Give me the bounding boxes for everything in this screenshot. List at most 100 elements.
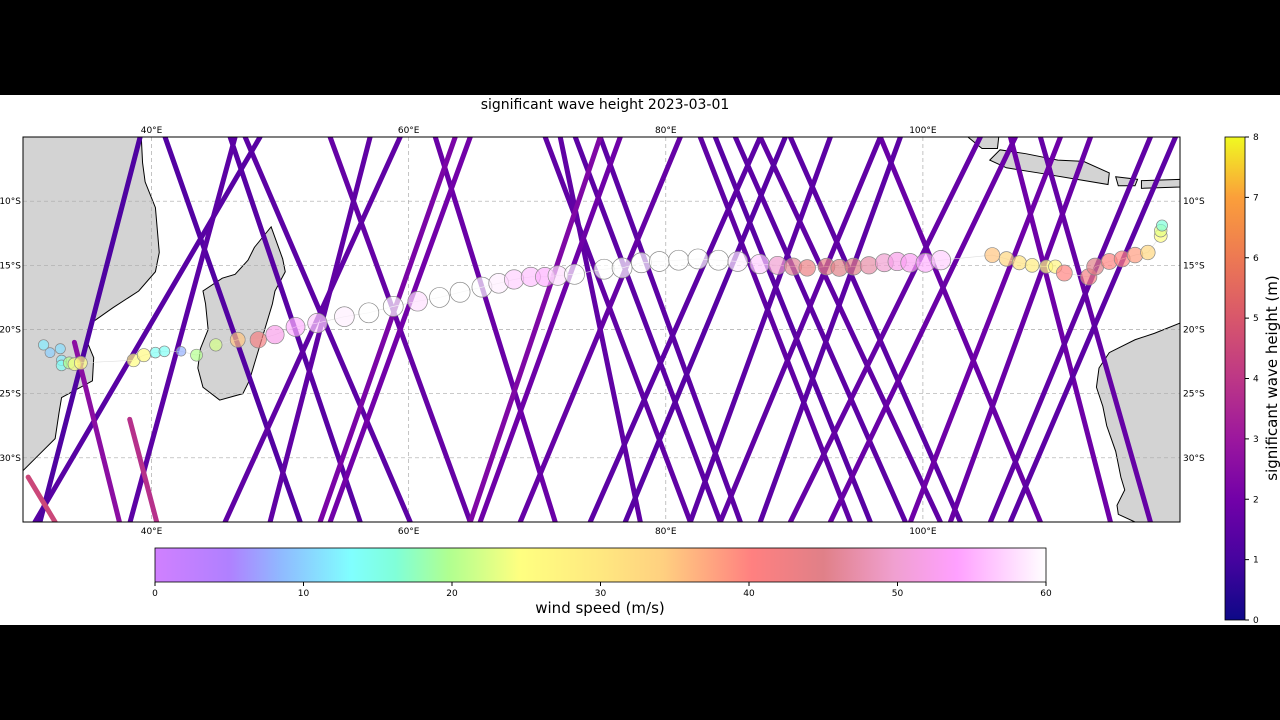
cyclone-point xyxy=(190,348,203,362)
altimeter-track xyxy=(757,137,943,522)
lat-tick-left: 15°S xyxy=(0,261,21,271)
altimeter-track xyxy=(877,137,1043,522)
altimeter-track xyxy=(162,137,303,522)
swh-colorbar-ticks: 0 1 2 3 4 5 6 7 8 xyxy=(1245,133,1259,626)
cyclone-point xyxy=(136,348,151,363)
cyclone-point xyxy=(334,306,355,327)
cyclone-point xyxy=(749,253,770,275)
swh-tick-label: 6 xyxy=(1253,254,1259,264)
swh-tick-label: 7 xyxy=(1253,193,1259,203)
altimeter-track xyxy=(432,137,558,522)
altimeter-track xyxy=(25,474,58,522)
lon-tick-bottom: 60°E xyxy=(398,527,420,537)
cyclone-point xyxy=(285,317,306,337)
map-tick-labels: 40°E 40°E 60°E 60°E 80°E 80°E 100°E 100°E 10°S 10… xyxy=(0,126,1205,537)
lon-tick-top: 80°E xyxy=(655,126,677,136)
swh-tick-label: 1 xyxy=(1253,556,1259,566)
swh-tick-label: 5 xyxy=(1253,314,1259,324)
altimeter-track xyxy=(622,137,788,522)
cyclone-point xyxy=(998,251,1015,267)
wind-tick-label: 0 xyxy=(152,589,158,599)
cyclone-point xyxy=(382,296,404,317)
cyclone-point xyxy=(1024,258,1040,273)
altimeter-track xyxy=(712,137,873,522)
land-madagascar xyxy=(197,225,286,401)
land-australia xyxy=(1095,322,1180,522)
swh-tick-label: 2 xyxy=(1253,495,1259,505)
land-sumbawa-flores xyxy=(1140,178,1180,189)
altimeter-track xyxy=(687,137,833,522)
cyclone-point xyxy=(930,250,951,271)
altimeter-track xyxy=(542,137,693,522)
cyclone-point xyxy=(1011,255,1027,271)
altimeter-track xyxy=(717,137,883,522)
cyclone-point xyxy=(1126,246,1144,264)
cyclone-point xyxy=(44,347,56,358)
wind-colorbar xyxy=(154,547,1047,583)
cyclone-point xyxy=(307,313,328,334)
altimeter-track xyxy=(787,137,963,522)
map-frame xyxy=(22,136,1181,523)
cyclone-point xyxy=(504,269,525,290)
cyclone-point xyxy=(429,287,450,308)
land-africa xyxy=(23,137,160,472)
lat-tick-right: 30°S xyxy=(1183,454,1205,464)
cyclone-point xyxy=(73,356,88,370)
cyclone-point xyxy=(54,343,66,355)
altimeter-track xyxy=(827,137,1018,522)
cyclone-track xyxy=(38,219,1168,372)
cyclone-point xyxy=(1140,244,1156,261)
cyclone-point xyxy=(844,257,863,276)
altimeter-track xyxy=(32,137,263,522)
altimeter-track xyxy=(127,137,238,522)
lon-tick-bottom: 80°E xyxy=(655,527,677,537)
swh-tick-label: 0 xyxy=(1253,616,1259,626)
cyclone-point xyxy=(708,249,729,271)
swh-tick-label: 4 xyxy=(1253,375,1259,385)
cyclone-point xyxy=(38,339,50,351)
lat-tick-left: 25°S xyxy=(0,390,21,400)
altimeter-track xyxy=(327,137,473,522)
cyclone-point xyxy=(564,263,585,285)
cyclone-point xyxy=(265,325,285,345)
altimeter-track xyxy=(477,137,623,522)
altimeter-track xyxy=(787,137,983,522)
lat-tick-right: 20°S xyxy=(1183,326,1205,336)
wind-colorbar-label: wind speed (m/s) xyxy=(535,599,665,617)
cyclone-point xyxy=(158,345,171,358)
cyclone-point xyxy=(209,338,223,352)
cyclone-point xyxy=(407,291,428,312)
wind-colorbar-ticks: 0 10 20 30 40 50 60 xyxy=(152,582,1052,599)
cyclone-point xyxy=(648,251,670,272)
altimeter-track xyxy=(597,137,743,522)
altimeter-track xyxy=(467,137,603,522)
altimeter-track xyxy=(517,137,683,522)
wind-tick-label: 20 xyxy=(446,589,458,599)
altimeter-track xyxy=(947,137,1094,522)
cyclone-point xyxy=(1055,264,1073,282)
lat-tick-right: 25°S xyxy=(1183,390,1205,400)
lon-tick-top: 40°E xyxy=(141,126,163,136)
cyclone-point xyxy=(984,247,1001,263)
wind-tick-label: 50 xyxy=(892,589,904,599)
lon-tick-bottom: 100°E xyxy=(909,527,937,537)
wind-tick-label: 40 xyxy=(743,589,755,599)
lon-tick-top: 100°E xyxy=(909,126,937,136)
page-title: significant wave height 2023-03-01 xyxy=(480,97,730,113)
altimeter-track xyxy=(732,137,908,522)
cyclone-point xyxy=(631,252,652,274)
altimeter-tracks xyxy=(25,137,1179,522)
altimeter-track xyxy=(757,137,903,522)
swh-colorbar xyxy=(1224,136,1246,621)
altimeter-track xyxy=(587,137,763,522)
swh-tick-label: 8 xyxy=(1253,133,1259,143)
cyclone-point xyxy=(611,257,633,279)
cyclone-point xyxy=(668,249,689,271)
altimeter-track xyxy=(907,137,1063,522)
cyclone-point xyxy=(593,258,615,280)
land-layer xyxy=(23,137,1180,522)
altimeter-track xyxy=(697,137,853,522)
altimeter-track xyxy=(1007,137,1113,522)
lat-tick-right: 10°S xyxy=(1183,197,1205,207)
